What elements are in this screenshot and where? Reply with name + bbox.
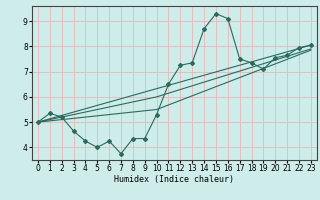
X-axis label: Humidex (Indice chaleur): Humidex (Indice chaleur) — [115, 175, 234, 184]
